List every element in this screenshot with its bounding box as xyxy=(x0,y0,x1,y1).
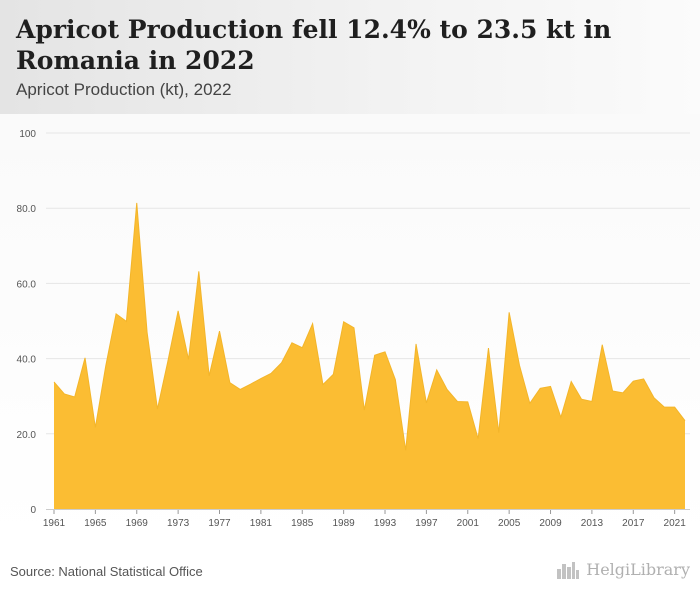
data-point xyxy=(560,416,562,418)
series-line xyxy=(53,202,686,451)
data-point xyxy=(343,321,345,323)
data-point xyxy=(508,311,510,313)
chart-subtitle: Apricot Production (kt), 2022 xyxy=(16,80,232,99)
data-point xyxy=(156,408,158,410)
data-point xyxy=(229,382,231,384)
data-point xyxy=(125,320,127,322)
x-tick-label: 1973 xyxy=(167,518,190,529)
x-tick-label: 1997 xyxy=(415,518,438,529)
x-tick-label: 1989 xyxy=(333,518,356,529)
brand-name: HelgiLibrary xyxy=(586,560,690,579)
data-point xyxy=(663,406,665,408)
data-point xyxy=(84,357,86,359)
data-point xyxy=(415,343,417,345)
x-tick-label: 1981 xyxy=(250,518,273,529)
data-point xyxy=(591,400,593,402)
city-skyline-icon xyxy=(557,561,580,579)
data-point xyxy=(550,385,552,387)
data-point xyxy=(498,432,500,434)
data-point xyxy=(167,361,169,363)
data-point xyxy=(539,387,541,389)
y-tick-label: 60.0 xyxy=(17,279,37,290)
data-point xyxy=(674,406,676,408)
x-tick-label: 1993 xyxy=(374,518,397,529)
data-point xyxy=(394,379,396,381)
x-tick-label: 2017 xyxy=(622,518,645,529)
data-point xyxy=(570,381,572,383)
x-tick-label: 2021 xyxy=(664,518,687,529)
data-point xyxy=(105,365,107,367)
source-text: Source: National Statistical Office xyxy=(10,564,203,579)
data-point xyxy=(612,390,614,392)
x-tick-label: 1969 xyxy=(126,518,149,529)
x-tick-label: 1977 xyxy=(208,518,231,529)
data-point xyxy=(312,323,314,325)
data-point xyxy=(115,313,117,315)
data-point xyxy=(487,347,489,349)
data-point xyxy=(270,372,272,374)
data-point xyxy=(250,383,252,385)
data-point xyxy=(467,401,469,403)
data-point xyxy=(177,310,179,312)
area-chart: 0 20.0 40.0 60.0 80.0 100 1961 1965 1969 1973 1977… xyxy=(17,129,690,529)
data-point xyxy=(353,327,355,329)
data-point xyxy=(601,344,603,346)
y-tick-label: 40.0 xyxy=(17,355,37,366)
chart-area: 0 20.0 40.0 60.0 80.0 100 1961 1965 1969 1973 1977… xyxy=(0,114,700,544)
data-point xyxy=(643,378,645,380)
data-point xyxy=(632,380,634,382)
brand-logo: HelgiLibrary xyxy=(556,560,690,579)
y-tick-label: 80.0 xyxy=(17,204,37,215)
data-point xyxy=(322,384,324,386)
x-tick-label: 2001 xyxy=(457,518,480,529)
data-point xyxy=(363,409,365,411)
data-point xyxy=(146,331,148,333)
data-point xyxy=(74,396,76,398)
data-point xyxy=(529,402,531,404)
data-point xyxy=(384,351,386,353)
data-point xyxy=(53,381,55,383)
x-tick-label: 1961 xyxy=(43,518,66,529)
data-point xyxy=(332,373,334,375)
data-point xyxy=(281,362,283,364)
y-tick-label: 100 xyxy=(19,129,36,140)
data-point xyxy=(301,347,303,349)
data-point xyxy=(198,270,200,272)
header: Apricot Production fell 12.4% to 23.5 kt… xyxy=(0,0,700,114)
area-series xyxy=(54,202,685,509)
data-point xyxy=(239,388,241,390)
y-tick-label: 20.0 xyxy=(17,430,37,441)
x-tick-label: 2009 xyxy=(539,518,562,529)
x-tick-label: 1985 xyxy=(291,518,314,529)
data-point xyxy=(425,402,427,404)
data-point xyxy=(405,449,407,451)
data-point xyxy=(653,397,655,399)
data-point xyxy=(260,378,262,380)
data-point xyxy=(436,369,438,371)
data-point xyxy=(291,342,293,344)
data-point xyxy=(219,330,221,332)
data-point xyxy=(446,388,448,390)
data-point xyxy=(518,364,520,366)
data-point xyxy=(94,426,96,428)
data-point xyxy=(187,358,189,360)
x-tick-label: 1965 xyxy=(84,518,107,529)
y-tick-label: 0 xyxy=(30,505,36,516)
data-point xyxy=(63,393,65,395)
x-tick-label: 2013 xyxy=(581,518,604,529)
data-point xyxy=(456,400,458,402)
data-point xyxy=(374,354,376,356)
data-point xyxy=(684,420,686,422)
data-point xyxy=(208,375,210,377)
chart-title: Apricot Production fell 12.4% to 23.5 kt… xyxy=(16,15,612,75)
data-point xyxy=(581,398,583,400)
x-tick-label: 2005 xyxy=(498,518,521,529)
data-point xyxy=(477,438,479,440)
footer: Source: National Statistical Office Helg… xyxy=(0,544,700,596)
data-point xyxy=(622,392,624,394)
data-point xyxy=(136,202,138,204)
